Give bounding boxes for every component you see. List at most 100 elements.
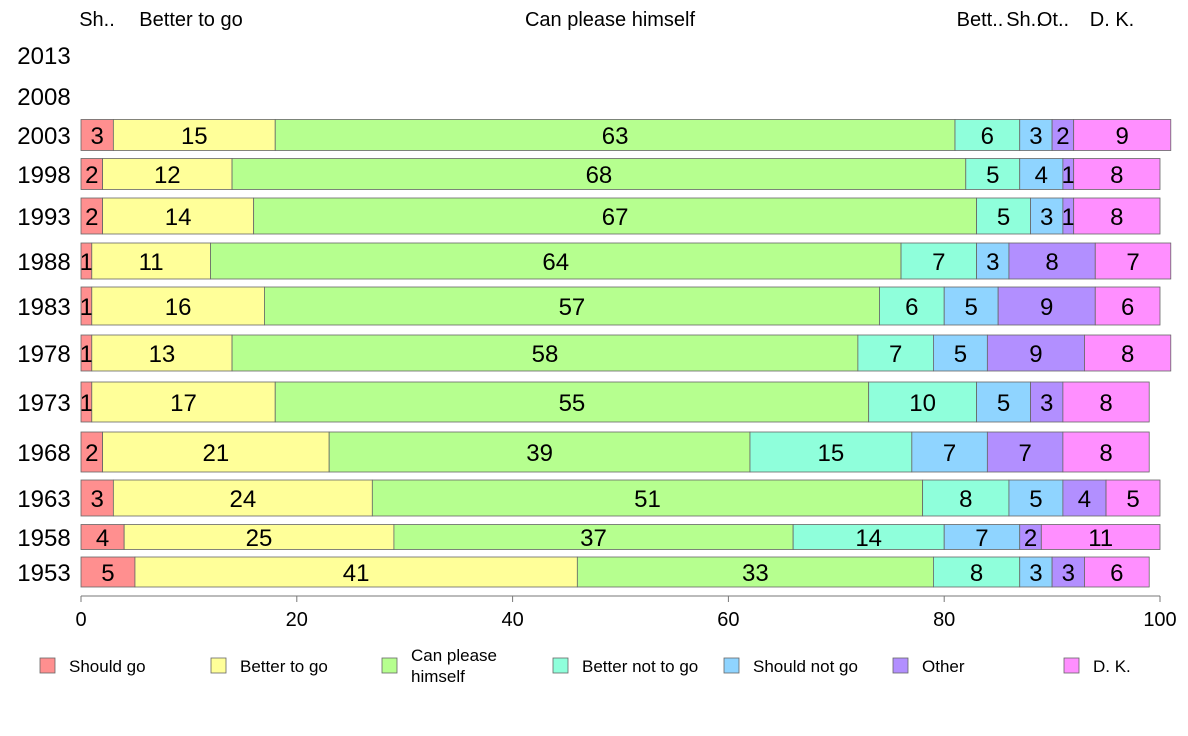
legend-swatch bbox=[210, 657, 227, 674]
year-label: 1998 bbox=[17, 162, 70, 189]
data-label: 9 bbox=[1040, 294, 1053, 321]
data-label: 14 bbox=[165, 204, 192, 231]
bar-segment bbox=[1040, 524, 1161, 550]
header-label: Can please himself bbox=[525, 9, 696, 31]
bar-segment bbox=[102, 158, 233, 190]
data-label: 3 bbox=[1062, 560, 1075, 587]
legend-label: Better to go bbox=[240, 657, 328, 676]
data-label: 8 bbox=[1099, 390, 1112, 417]
data-label: 41 bbox=[343, 560, 370, 587]
header-label: Better to go bbox=[139, 9, 242, 31]
year-label: 1973 bbox=[17, 390, 70, 417]
bar-segment bbox=[1062, 381, 1150, 423]
data-label: 10 bbox=[909, 390, 936, 417]
legend-label: Other bbox=[922, 657, 965, 676]
year-label: 1993 bbox=[17, 204, 70, 231]
data-label: 8 bbox=[1121, 341, 1134, 368]
bar-segment bbox=[253, 197, 977, 235]
data-label: 51 bbox=[634, 486, 661, 513]
data-label: 8 bbox=[1110, 204, 1123, 231]
bar-segment bbox=[1019, 158, 1064, 190]
bar-segment bbox=[134, 556, 578, 588]
bar-segment bbox=[976, 381, 1031, 423]
data-label: 1 bbox=[80, 341, 93, 368]
data-label: 3 bbox=[986, 249, 999, 276]
bar-segment bbox=[986, 334, 1085, 372]
data-label: 64 bbox=[542, 249, 569, 276]
bar-segment bbox=[91, 381, 276, 423]
data-label: 3 bbox=[1040, 390, 1053, 417]
data-label: 5 bbox=[1029, 486, 1042, 513]
bar-segment bbox=[933, 556, 1021, 588]
data-label: 6 bbox=[905, 294, 918, 321]
bar-segment bbox=[80, 524, 125, 550]
bar-segment bbox=[933, 334, 988, 372]
bar-segment bbox=[1084, 334, 1172, 372]
bar-segment bbox=[976, 197, 1031, 235]
data-label: 3 bbox=[1040, 204, 1053, 231]
bar-segment bbox=[576, 556, 934, 588]
bar-segment bbox=[1062, 431, 1150, 473]
bar-segment bbox=[231, 334, 859, 372]
data-label: 8 bbox=[1099, 440, 1112, 467]
data-label: 16 bbox=[165, 294, 192, 321]
data-label: 13 bbox=[149, 341, 176, 368]
data-label: 3 bbox=[1029, 123, 1042, 150]
bar-segment bbox=[976, 242, 1010, 280]
year-label: 1968 bbox=[17, 440, 70, 467]
header-label: Bett.. bbox=[957, 9, 1004, 31]
x-tick-label: 100 bbox=[1143, 609, 1176, 631]
legend-swatch bbox=[1063, 657, 1080, 674]
data-label: 21 bbox=[203, 440, 230, 467]
x-tick-label: 40 bbox=[501, 609, 523, 631]
data-label: 33 bbox=[742, 560, 769, 587]
bar-segment bbox=[1019, 119, 1053, 151]
bar-segment bbox=[80, 556, 136, 588]
data-label: 7 bbox=[943, 440, 956, 467]
data-label: 68 bbox=[586, 162, 613, 189]
legend-swatch bbox=[892, 657, 909, 674]
year-label: 1978 bbox=[17, 341, 70, 368]
data-label: 8 bbox=[970, 560, 983, 587]
bar-segment bbox=[102, 431, 330, 473]
bar-segment bbox=[1030, 381, 1064, 423]
data-label: 3 bbox=[1029, 560, 1042, 587]
bar-segment bbox=[1008, 242, 1096, 280]
bar-segment bbox=[102, 197, 255, 235]
data-label: 67 bbox=[602, 204, 629, 231]
data-label: 9 bbox=[1029, 341, 1042, 368]
legend-label: Better not to go bbox=[582, 657, 698, 676]
bar-segment bbox=[80, 479, 114, 517]
data-label: 8 bbox=[1110, 162, 1123, 189]
data-label: 11 bbox=[139, 249, 164, 276]
data-label: 5 bbox=[964, 294, 977, 321]
data-label: 2 bbox=[1024, 525, 1037, 552]
legend-label: Should go bbox=[69, 657, 146, 676]
data-label: 12 bbox=[154, 162, 181, 189]
legend-swatch bbox=[723, 657, 740, 674]
bar-segment bbox=[1084, 556, 1150, 588]
bar-segment bbox=[231, 158, 967, 190]
bar-segment bbox=[1030, 197, 1064, 235]
data-label: 7 bbox=[1126, 249, 1139, 276]
bar-segment bbox=[1105, 479, 1161, 517]
data-label: 9 bbox=[1116, 123, 1129, 150]
data-label: 4 bbox=[1035, 162, 1048, 189]
bar-segment bbox=[900, 242, 977, 280]
legend-swatch bbox=[39, 657, 56, 674]
year-label: 1963 bbox=[17, 486, 70, 513]
header-label: D. K. bbox=[1090, 9, 1134, 31]
data-label: 5 bbox=[1126, 486, 1139, 513]
bar-segment bbox=[1019, 556, 1053, 588]
data-label: 7 bbox=[932, 249, 945, 276]
bar-segment bbox=[922, 479, 1010, 517]
data-label: 15 bbox=[181, 123, 208, 150]
year-label: 1983 bbox=[17, 294, 70, 321]
data-label: 58 bbox=[532, 341, 559, 368]
bar-segment bbox=[997, 286, 1096, 326]
legend-swatch bbox=[381, 657, 398, 674]
data-label: 4 bbox=[96, 525, 109, 552]
data-label: 1 bbox=[80, 390, 93, 417]
data-label: 1 bbox=[80, 249, 93, 276]
bar-segment bbox=[1062, 479, 1107, 517]
